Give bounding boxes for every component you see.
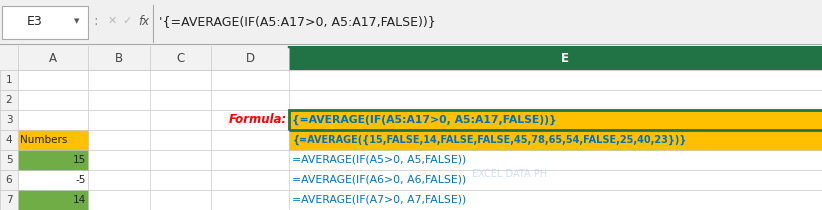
Bar xyxy=(211,170,289,190)
Bar xyxy=(150,90,211,110)
Bar xyxy=(289,70,822,90)
Text: E: E xyxy=(561,52,569,65)
Bar xyxy=(211,70,289,90)
Bar xyxy=(289,46,822,70)
Bar xyxy=(18,70,88,90)
Text: :: : xyxy=(94,14,99,28)
Text: =AVERAGE(IF(A6>0, A6,FALSE)): =AVERAGE(IF(A6>0, A6,FALSE)) xyxy=(293,175,467,185)
Text: 6: 6 xyxy=(6,175,12,185)
Text: 4: 4 xyxy=(6,135,12,145)
Bar xyxy=(289,110,822,130)
Text: =AVERAGE(IF(A7>0, A7,FALSE)): =AVERAGE(IF(A7>0, A7,FALSE)) xyxy=(293,195,467,205)
Bar xyxy=(0,170,18,190)
Bar xyxy=(289,90,822,110)
Bar xyxy=(211,110,289,130)
Bar xyxy=(150,190,211,210)
Bar xyxy=(289,190,822,210)
Bar xyxy=(150,150,211,170)
Text: E3: E3 xyxy=(26,15,42,28)
Bar xyxy=(0,130,18,150)
Bar xyxy=(150,130,211,150)
Bar xyxy=(18,190,88,210)
Text: ✓: ✓ xyxy=(122,16,132,26)
Text: fx: fx xyxy=(138,15,150,28)
Text: Numbers: Numbers xyxy=(20,135,67,145)
Bar xyxy=(88,150,150,170)
Text: -5: -5 xyxy=(76,175,86,185)
Bar xyxy=(0,70,18,90)
Text: Formula:: Formula: xyxy=(229,113,288,126)
Bar xyxy=(18,110,88,130)
Bar xyxy=(18,150,88,170)
Text: 2: 2 xyxy=(6,95,12,105)
Bar xyxy=(211,190,289,210)
Text: 1: 1 xyxy=(6,75,12,85)
Text: 5: 5 xyxy=(6,155,12,165)
Bar xyxy=(150,70,211,90)
Bar xyxy=(18,170,88,190)
Bar xyxy=(289,150,822,170)
Bar xyxy=(18,130,88,150)
Bar xyxy=(0,90,18,110)
Text: {=AVERAGE(IF(A5:A17>0, A5:A17,FALSE))}: {=AVERAGE(IF(A5:A17>0, A5:A17,FALSE))} xyxy=(293,115,557,125)
Bar xyxy=(88,70,150,90)
Text: 14: 14 xyxy=(72,195,86,205)
Bar xyxy=(2,6,88,39)
Bar xyxy=(289,130,822,150)
Text: ✕: ✕ xyxy=(107,16,117,26)
Bar xyxy=(289,110,822,130)
Bar xyxy=(150,170,211,190)
Bar xyxy=(0,110,18,130)
Bar xyxy=(88,130,150,150)
Bar xyxy=(0,150,18,170)
Bar xyxy=(289,170,822,190)
Bar xyxy=(150,110,211,130)
Text: {=AVERAGE({15,FALSE,14,FALSE,FALSE,45,78,65,54,FALSE,25,40,23})}: {=AVERAGE({15,FALSE,14,FALSE,FALSE,45,78… xyxy=(293,135,686,145)
Text: A: A xyxy=(49,52,57,65)
Bar xyxy=(18,150,88,170)
Text: B: B xyxy=(115,52,122,65)
Bar xyxy=(18,46,822,70)
Text: =AVERAGE(IF(A5>0, A5,FALSE)): =AVERAGE(IF(A5>0, A5,FALSE)) xyxy=(293,155,467,165)
Bar xyxy=(88,110,150,130)
Bar xyxy=(211,150,289,170)
Bar xyxy=(0,190,18,210)
Bar xyxy=(289,130,822,150)
Bar xyxy=(88,90,150,110)
Text: ▼: ▼ xyxy=(74,18,80,24)
Bar xyxy=(88,190,150,210)
Bar xyxy=(18,130,88,150)
Text: 7: 7 xyxy=(6,195,12,205)
Bar xyxy=(18,90,88,110)
Bar xyxy=(88,170,150,190)
Text: D: D xyxy=(246,52,255,65)
Bar xyxy=(18,190,88,210)
Text: 3: 3 xyxy=(6,115,12,125)
Bar xyxy=(211,90,289,110)
Bar xyxy=(289,110,822,130)
Text: '{=AVERAGE(IF(A5:A17>0, A5:A17,FALSE))}: '{=AVERAGE(IF(A5:A17>0, A5:A17,FALSE))} xyxy=(159,15,436,28)
Text: EXCEL DATA PH: EXCEL DATA PH xyxy=(472,169,547,179)
Bar xyxy=(211,130,289,150)
Bar xyxy=(0,46,18,70)
Text: C: C xyxy=(176,52,185,65)
Text: 15: 15 xyxy=(72,155,86,165)
